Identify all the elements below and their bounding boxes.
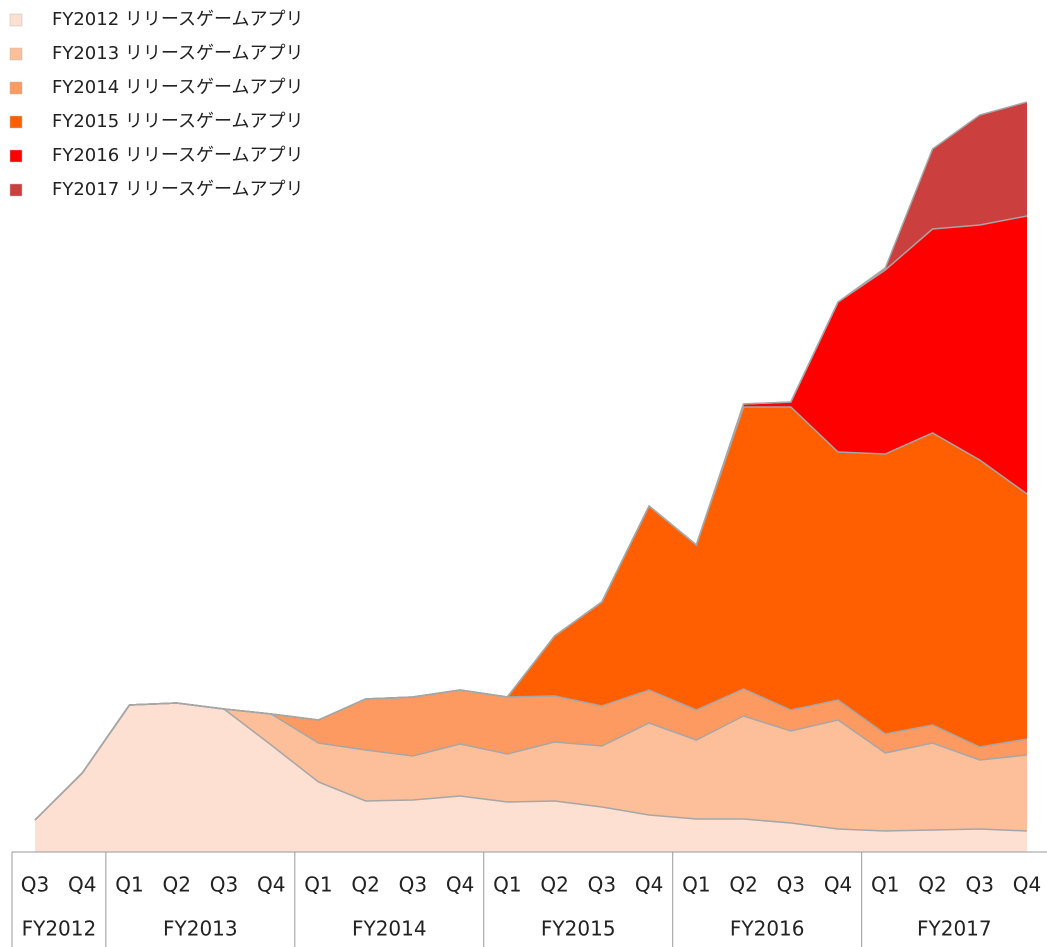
x-tick-label: Q3 bbox=[588, 873, 616, 897]
x-group-label: FY2014 bbox=[352, 917, 427, 941]
legend-swatch bbox=[9, 149, 23, 163]
x-tick-label: Q4 bbox=[257, 873, 285, 897]
legend-swatch bbox=[9, 81, 23, 95]
legend-swatch bbox=[9, 13, 23, 27]
area bbox=[35, 703, 1027, 852]
legend-label: FY2012 リリースゲームアプリ bbox=[52, 9, 303, 30]
x-tick-label: Q2 bbox=[729, 873, 757, 897]
x-tick-label: Q2 bbox=[162, 873, 190, 897]
area bbox=[35, 102, 1027, 820]
x-tick-label: Q3 bbox=[399, 873, 427, 897]
x-tick-label: Q2 bbox=[351, 873, 379, 897]
x-tick-label: Q4 bbox=[1013, 873, 1041, 897]
x-tick-label: Q2 bbox=[540, 873, 568, 897]
x-tick-label: Q3 bbox=[210, 873, 238, 897]
legend-swatch bbox=[9, 47, 23, 61]
area bbox=[35, 689, 1027, 820]
x-tick-label: Q3 bbox=[777, 873, 805, 897]
x-group-label: FY2016 bbox=[730, 917, 805, 941]
area bbox=[35, 216, 1027, 820]
legend-swatch bbox=[9, 183, 23, 197]
legend-swatch bbox=[9, 115, 23, 129]
legend-label: FY2017 リリースゲームアプリ bbox=[52, 179, 303, 200]
x-tick-label: Q3 bbox=[966, 873, 994, 897]
x-group-label: FY2012 bbox=[22, 917, 97, 941]
area bbox=[35, 703, 1027, 831]
area-outline bbox=[34, 101, 1028, 821]
x-group-label: FY2015 bbox=[541, 917, 616, 941]
x-tick-label: Q4 bbox=[68, 873, 96, 897]
x-tick-label: Q4 bbox=[824, 873, 852, 897]
legend-label: FY2013 リリースゲームアプリ bbox=[52, 43, 303, 64]
x-tick-label: Q1 bbox=[682, 873, 710, 897]
legend-label: FY2014 リリースゲームアプリ bbox=[52, 77, 303, 98]
x-tick-label: Q3 bbox=[21, 873, 49, 897]
x-tick-label: Q1 bbox=[115, 873, 143, 897]
x-tick-label: Q1 bbox=[493, 873, 521, 897]
x-tick-label: Q1 bbox=[304, 873, 332, 897]
x-tick-label: Q4 bbox=[635, 873, 663, 897]
x-group-label: FY2013 bbox=[163, 917, 238, 941]
x-tick-label: Q2 bbox=[918, 873, 946, 897]
legend-label: FY2015 リリースゲームアプリ bbox=[52, 111, 303, 132]
x-group-label: FY2017 bbox=[917, 917, 992, 941]
x-tick-label: Q4 bbox=[446, 873, 474, 897]
legend-label: FY2016 リリースゲームアプリ bbox=[52, 145, 303, 166]
area bbox=[35, 407, 1027, 820]
x-tick-label: Q1 bbox=[871, 873, 899, 897]
